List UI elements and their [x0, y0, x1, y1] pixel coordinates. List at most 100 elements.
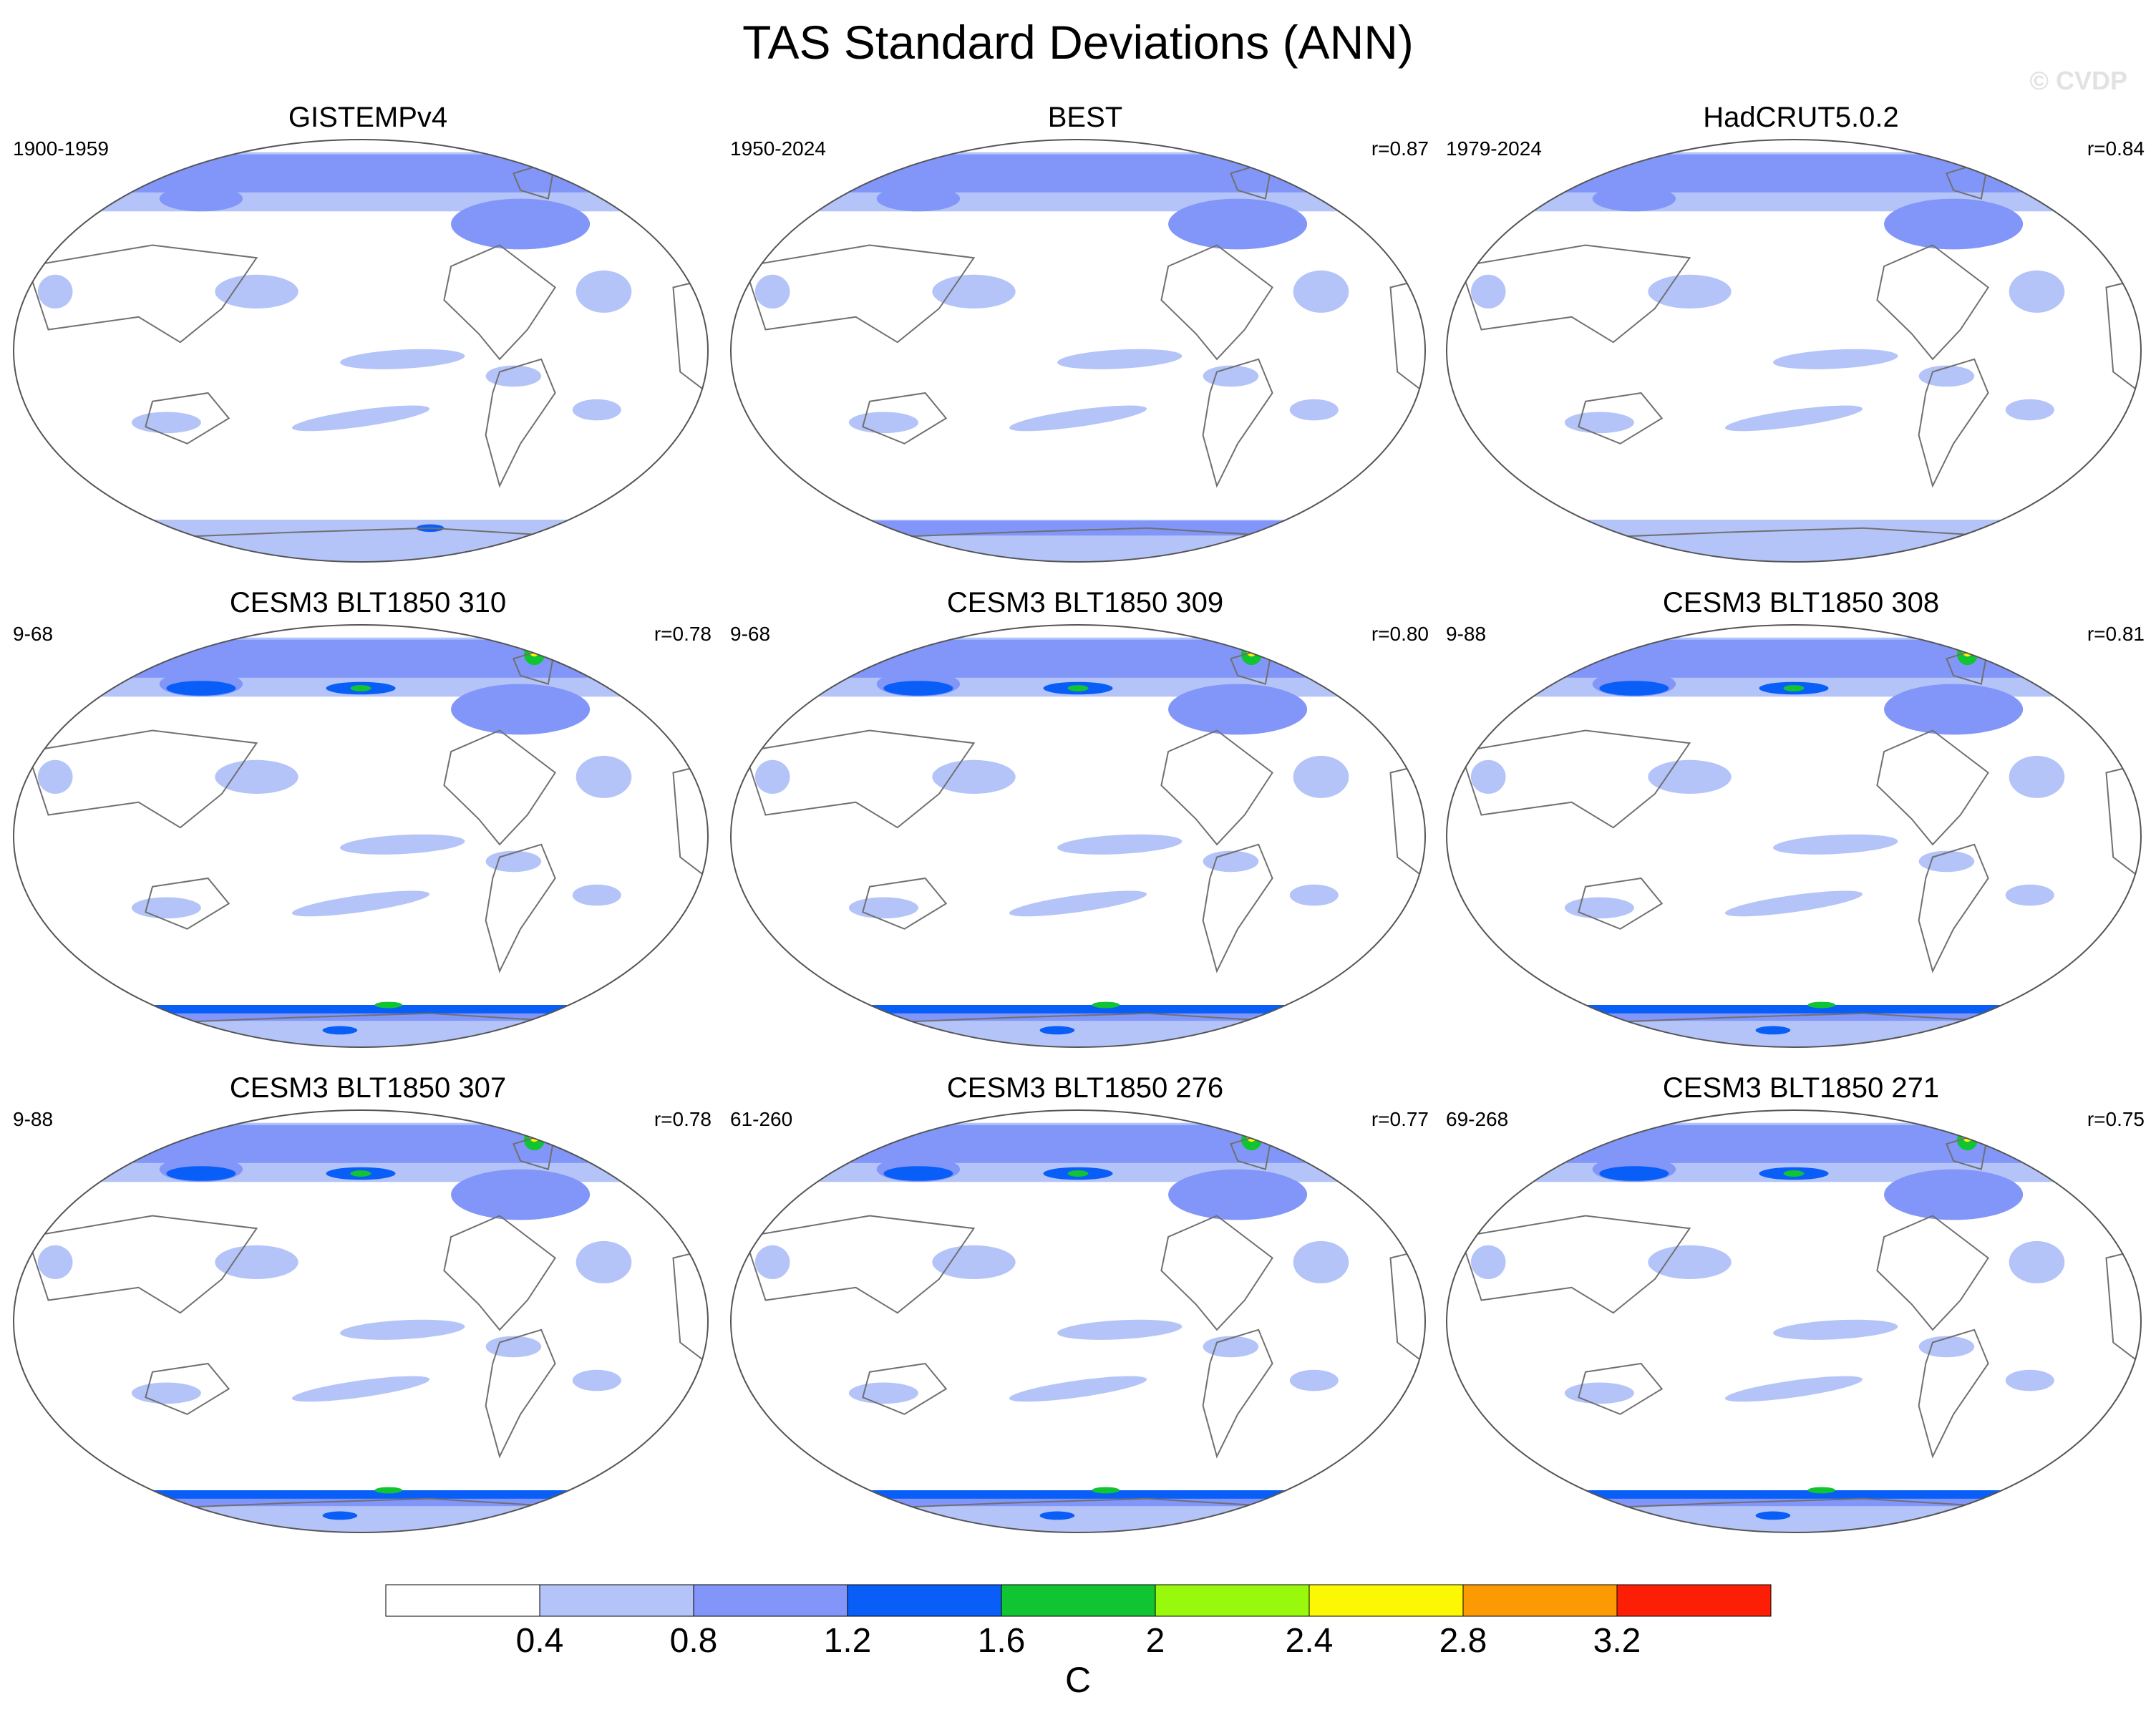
- coastline-eurasia: [744, 244, 976, 344]
- colorbar-box: [1001, 1584, 1156, 1617]
- field-0.8-1.2-north: [731, 1124, 1425, 1163]
- colorbar-tick-label: 1.6: [978, 1622, 1026, 1655]
- coastline-eurasia: [1460, 244, 1691, 344]
- field-1.6-2-antarctic: [374, 1487, 403, 1494]
- field-1.2-1.6-south: [731, 1490, 1425, 1499]
- field-0.4-0.8-atlantic: [1293, 1240, 1349, 1283]
- map-panel: CESM3 BLT1850 307 9-88 r=0.78: [10, 1071, 726, 1558]
- field-1.2-1.6-siberia: [166, 1166, 236, 1181]
- map-border: [13, 1109, 709, 1533]
- field-0.4-0.8-east-pacific: [485, 850, 542, 873]
- field-0.8-1.2-siberia: [876, 185, 961, 212]
- panel-title: CESM3 BLT1850 308: [1662, 587, 1940, 618]
- colorbar-tick-label: 2: [1146, 1622, 1165, 1655]
- coastline-australia: [145, 1362, 230, 1415]
- field-1.2-1.6-antarctic: [322, 1511, 358, 1520]
- map-svg: [13, 139, 709, 563]
- coastline-north-america: [1876, 1215, 1989, 1331]
- map-panel: GISTEMPv4 1900-1959: [10, 100, 726, 587]
- field-0.8-1.2-canada: [451, 684, 591, 735]
- field-0.4-0.8-south-atlantic: [2005, 884, 2054, 906]
- panel-period-label: 9-88: [13, 1108, 54, 1130]
- field-0.4-0.8-asia: [215, 274, 298, 308]
- colorbar-tick-label: 3.2: [1593, 1622, 1641, 1655]
- field-0.4-0.8-asia: [932, 759, 1016, 794]
- field-1.2-1.6-antarctic: [1755, 1511, 1791, 1520]
- map-field: [14, 625, 708, 1047]
- map-field: [14, 140, 708, 562]
- coastline-north-america: [1160, 244, 1273, 361]
- field-0.4-0.8-atlantic: [576, 1240, 632, 1283]
- field-0.4-0.8-south: [1447, 520, 2141, 562]
- field-1.2-1.6-siberia: [1599, 681, 1669, 696]
- coastline-south-america: [1202, 843, 1273, 973]
- panel-period-label: 1979-2024: [1446, 137, 1542, 160]
- field-0.4-0.8-enso: [1057, 834, 1183, 855]
- field-0.4-0.8-south-atlantic: [1289, 884, 1339, 906]
- field-1.6-2-north-america: [350, 1170, 372, 1177]
- field-0.8-1.2-siberia: [1592, 185, 1676, 212]
- field-0.4-0.8-asia: [215, 1245, 298, 1279]
- field-1.2-1.6-antarctic: [1039, 1026, 1075, 1035]
- map-field: [1447, 625, 2141, 1047]
- coastline-south-america: [1918, 358, 1989, 488]
- coastline-south-america: [1202, 358, 1273, 488]
- field-0.8-1.2-north: [14, 639, 708, 678]
- map-field: [14, 1110, 708, 1532]
- field-0.4-0.8-east-pacific: [485, 365, 542, 387]
- colorbar-box: [1308, 1584, 1464, 1617]
- coastline-north-america: [1160, 729, 1273, 846]
- coastline-eurasia: [26, 244, 258, 344]
- figure-title: TAS Standard Deviations (ANN): [742, 16, 1414, 69]
- field-0.4-0.8-south-atlantic: [2005, 1369, 2054, 1391]
- field-1.2-1.6-south: [14, 1005, 708, 1014]
- field-1.6-2-arctic-west: [782, 1124, 818, 1138]
- field-1.6-2-antarctic: [374, 1001, 403, 1009]
- field-0.4-0.8-australia: [131, 1382, 201, 1404]
- coastline-australia: [862, 877, 948, 930]
- map-panel: CESM3 BLT1850 310 9-68 r=0.78: [10, 586, 726, 1072]
- field-0.8-1.2-siberia: [159, 185, 243, 212]
- colorbar-box: [385, 1584, 540, 1617]
- field-0.4-0.8-enso: [1057, 349, 1183, 369]
- field-0.8-1.2-north: [14, 154, 708, 193]
- panel-correlation-label: r=0.75: [2087, 1108, 2145, 1130]
- field-0.4-0.8-south-atlantic: [2005, 399, 2054, 421]
- field-0.4-0.8-africa: [1470, 759, 1506, 794]
- field-0.8-1.2-canada: [451, 198, 591, 250]
- field-0.4-0.8-asia: [932, 274, 1016, 308]
- field-0.4-0.8-asia: [1648, 759, 1732, 794]
- panel-title: HadCRUT5.0.2: [1703, 102, 1899, 133]
- coastline-south-america: [485, 843, 556, 973]
- field-0.8-1.2-north: [1447, 639, 2141, 678]
- field-0.4-0.8-south-pacific: [1724, 890, 1863, 917]
- coastline-eurasia: [26, 729, 258, 829]
- field-0.4-0.8-africa: [37, 1245, 73, 1279]
- field-0.4-0.8-africa: [37, 759, 73, 794]
- map-border: [13, 624, 709, 1048]
- field-0.4-0.8-asia: [1648, 274, 1732, 308]
- field-2.8-3.2-arctic-west: [67, 638, 85, 645]
- field-0.4-0.8-asia: [215, 759, 298, 794]
- map-border: [1446, 139, 2142, 563]
- panel-period-label: 9-68: [13, 623, 54, 645]
- field-0.4-0.8-east-pacific: [485, 1336, 542, 1358]
- field-1.2-1.6-south: [1447, 1490, 2141, 1499]
- field-siberia-west: [793, 643, 863, 666]
- field-0.4-0.8-australia: [848, 897, 918, 919]
- field-0.4-0.8-atlantic: [2009, 270, 2065, 313]
- coastline-north-america: [1160, 1215, 1273, 1331]
- field-0.4-0.8-asia: [1648, 1245, 1732, 1279]
- field-0.4-0.8-south-pacific: [1724, 1376, 1863, 1402]
- map-border: [1446, 1109, 2142, 1533]
- field-0.4-0.8-asia: [932, 1245, 1016, 1279]
- field-0.8-1.2-south: [731, 520, 1425, 536]
- panel-period-label: 69-268: [1446, 1108, 1509, 1130]
- panel-correlation-label: r=0.87: [1371, 137, 1429, 160]
- field-1.2-1.6-antarctic: [322, 1026, 358, 1035]
- field-1.6-2-arctic-west: [1498, 1124, 1534, 1138]
- field-siberia-west: [76, 1129, 146, 1151]
- field-0.4-0.8-south-pacific: [1009, 1376, 1147, 1402]
- field-0.4-0.8-south-atlantic: [1289, 399, 1339, 421]
- panel-title: BEST: [1047, 102, 1123, 133]
